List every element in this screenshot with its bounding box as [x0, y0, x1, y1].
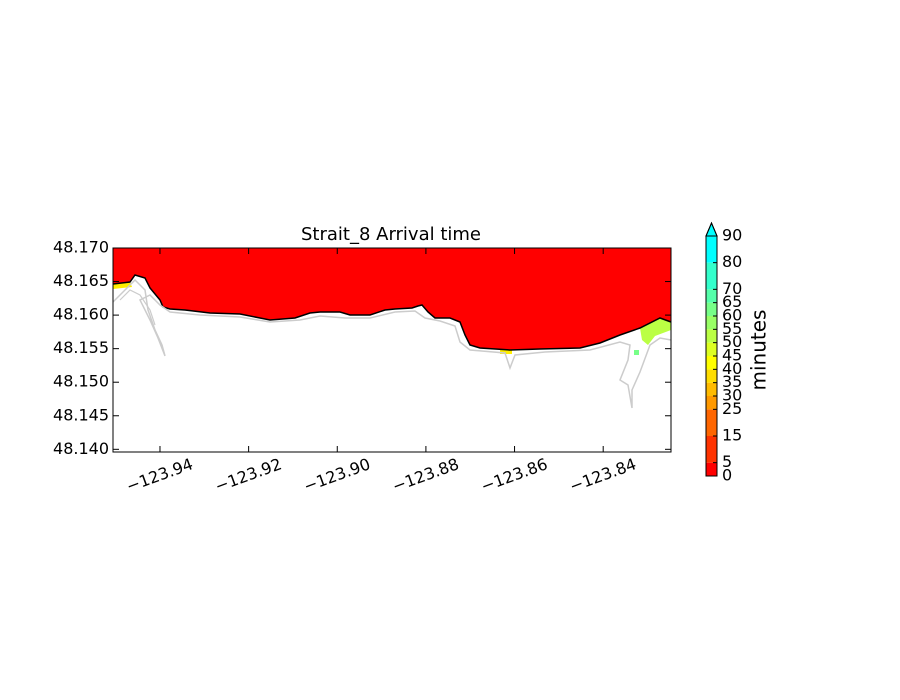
colorbar-band — [706, 342, 717, 356]
colorbar-band — [706, 236, 717, 263]
colorbar-band — [706, 356, 717, 370]
y-tick-label: 48.160 — [53, 305, 109, 324]
colorbar-label: minutes — [747, 310, 771, 391]
colorbar-tick-label: 30 — [722, 386, 742, 405]
colorbar-tick-label: 0 — [722, 466, 732, 485]
colorbar-band — [706, 329, 717, 343]
colorbar-tick-label: 65 — [722, 292, 742, 311]
colorbar-tick-label: 15 — [722, 426, 742, 445]
colorbar-tick-label: 70 — [722, 279, 742, 298]
shoreline — [119, 289, 156, 326]
plot-frame — [112, 247, 672, 453]
colorbar-band — [706, 289, 717, 303]
colorbar-tick-label: 5 — [722, 452, 732, 471]
y-tick-label: 48.150 — [53, 372, 109, 391]
y-tick-label: 48.155 — [53, 338, 109, 357]
y-tick-label: 48.145 — [53, 405, 109, 424]
colorbar-band — [706, 436, 717, 463]
colorbar-band — [706, 396, 717, 410]
colorbar-band — [706, 262, 717, 290]
colorbar-band — [706, 369, 717, 383]
colorbar-band — [706, 409, 717, 436]
y-tick-label: 48.165 — [53, 271, 109, 290]
colorbar-tick-label: 35 — [722, 372, 742, 391]
green-cell — [634, 350, 639, 355]
colorbar-tick-label: 45 — [722, 346, 742, 365]
y-tick-label: 48.170 — [53, 238, 109, 257]
colorbar-band — [706, 462, 717, 476]
colorbar-band — [706, 316, 717, 330]
coastline — [112, 274, 672, 351]
chart-title: Strait_8 Arrival time — [301, 224, 481, 245]
colorbar-tick-label: 90 — [722, 226, 742, 245]
colorbar-tick-label: 40 — [722, 359, 742, 378]
colorbar-tick-label: 80 — [722, 252, 742, 271]
colorbar-tick-label: 25 — [722, 399, 742, 418]
colorbar-tick-label: 50 — [722, 332, 742, 351]
y-tick-label: 48.140 — [53, 439, 109, 458]
colorbar-tick-label: 60 — [722, 306, 742, 325]
colorbar-tick-label: 55 — [722, 319, 742, 338]
arrival-region — [113, 248, 671, 350]
colorbar-band — [706, 302, 717, 316]
colorbar-band — [706, 382, 717, 396]
map-area — [112, 248, 672, 409]
shoreline — [112, 278, 672, 409]
